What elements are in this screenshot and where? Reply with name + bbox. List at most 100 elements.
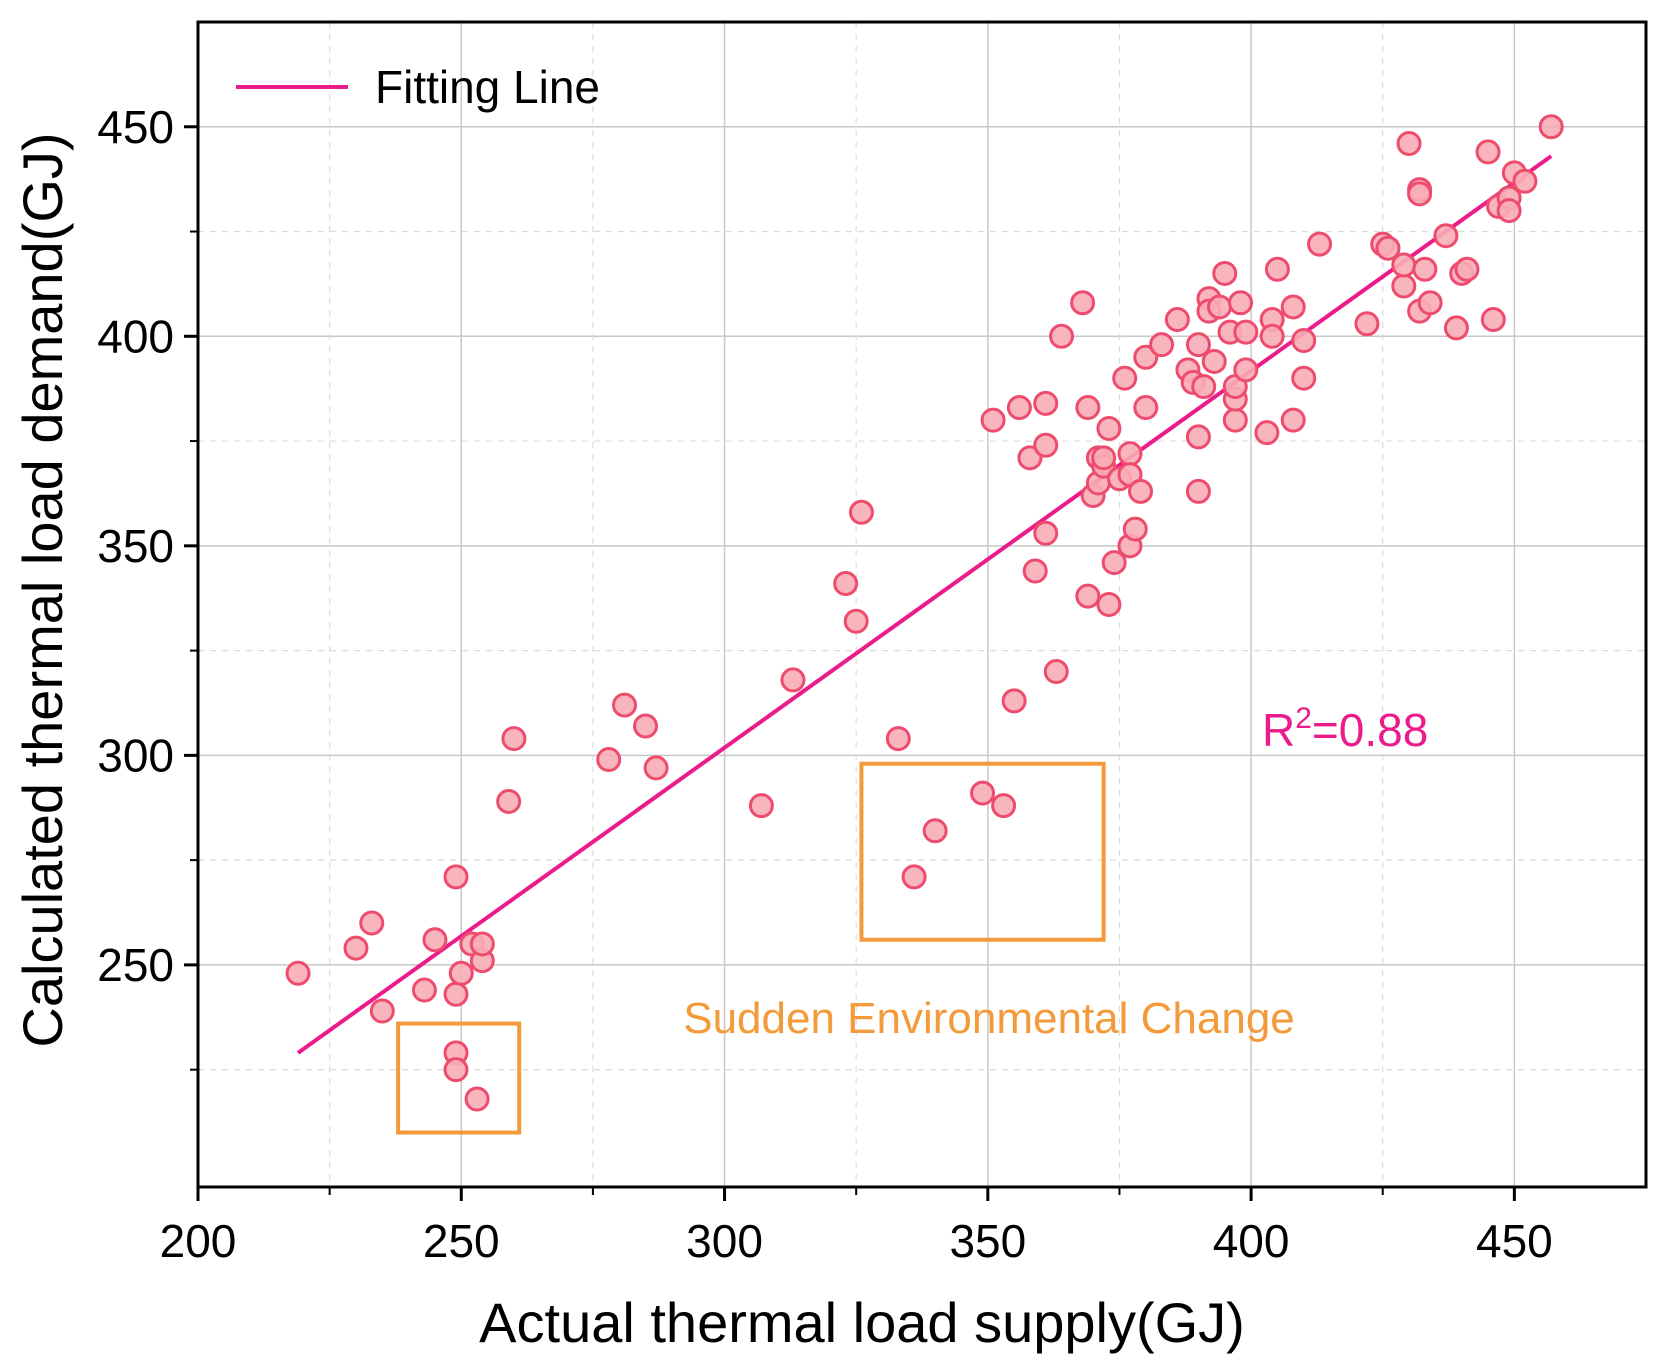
data-point — [885, 726, 911, 752]
data-points — [285, 114, 1564, 1112]
x-axis-label: Actual thermal load supply(GJ) — [479, 1291, 1245, 1354]
data-point — [1070, 290, 1096, 316]
y-tick-label: 250 — [97, 939, 174, 991]
data-point — [496, 788, 522, 814]
data-point — [1480, 307, 1506, 333]
data-point — [1001, 688, 1027, 714]
data-point — [901, 864, 927, 890]
data-point — [1096, 592, 1122, 617]
data-point — [359, 910, 385, 936]
data-point — [1133, 395, 1159, 421]
data-point — [1006, 395, 1032, 421]
x-tick-label: 200 — [160, 1215, 237, 1267]
data-point — [780, 667, 806, 693]
data-point — [633, 713, 659, 739]
data-point — [922, 818, 948, 844]
data-point — [285, 960, 311, 986]
r-squared-value: =0.88 — [1312, 704, 1428, 756]
data-point — [1538, 114, 1564, 140]
data-point — [748, 793, 774, 819]
data-point — [1259, 323, 1285, 349]
data-point — [1396, 131, 1422, 157]
data-point — [1128, 478, 1154, 504]
data-point — [1280, 294, 1306, 320]
data-point — [833, 571, 859, 597]
x-tick-label: 250 — [423, 1215, 500, 1267]
data-point — [1164, 307, 1190, 333]
data-point — [343, 935, 369, 961]
data-point — [1254, 420, 1280, 446]
data-point — [448, 960, 474, 986]
data-point — [980, 407, 1006, 433]
data-point — [1417, 290, 1443, 316]
data-point — [970, 780, 996, 806]
data-point — [1407, 181, 1433, 207]
y-tick-label: 400 — [97, 310, 174, 362]
data-point — [1512, 168, 1538, 194]
x-tick-label: 300 — [686, 1215, 763, 1267]
data-point — [848, 499, 874, 525]
data-point — [1412, 256, 1438, 282]
highlight-box — [859, 761, 1106, 942]
highlight-boxes — [396, 761, 1106, 1135]
data-point — [1075, 395, 1101, 421]
data-point — [843, 608, 869, 634]
data-point — [1475, 139, 1501, 165]
labels: Actual thermal load supply(GJ) Calculate… — [11, 61, 1428, 1354]
data-point — [1185, 478, 1211, 504]
y-axis-label: Calculated thermal load demand(GJ) — [11, 132, 74, 1047]
data-point — [1191, 374, 1217, 400]
data-point — [1033, 390, 1059, 416]
annotation-label: Sudden Environmental Change — [683, 994, 1295, 1043]
legend-label: Fitting Line — [375, 61, 600, 113]
data-point — [1454, 256, 1480, 282]
y-tick-label: 350 — [97, 520, 174, 572]
x-tick-label: 400 — [1213, 1215, 1290, 1267]
data-point — [1206, 294, 1232, 320]
r-squared-base: R — [1262, 704, 1295, 756]
data-point — [1149, 332, 1175, 358]
data-point — [1212, 260, 1238, 286]
data-point — [443, 864, 469, 890]
data-point — [1112, 365, 1138, 391]
data-point — [1307, 231, 1333, 257]
data-point — [469, 931, 495, 957]
data-point — [1391, 252, 1417, 278]
data-point — [1228, 290, 1254, 316]
data-point — [1043, 659, 1069, 685]
data-point — [1443, 315, 1469, 341]
data-point — [1033, 520, 1059, 546]
data-point — [1122, 516, 1148, 542]
data-point — [1354, 311, 1380, 337]
highlight-box — [396, 1021, 522, 1135]
data-point — [1291, 365, 1317, 391]
data-point — [1264, 256, 1290, 282]
data-point — [443, 981, 469, 1007]
data-point — [1033, 432, 1059, 458]
data-point — [1022, 558, 1048, 584]
data-point — [1117, 441, 1143, 467]
data-point — [501, 726, 527, 752]
plot-frame — [196, 20, 1648, 1189]
data-point — [1496, 198, 1522, 224]
data-point — [1233, 357, 1259, 383]
data-point — [1375, 235, 1401, 261]
data-point — [1091, 445, 1117, 471]
data-point — [1101, 550, 1127, 576]
data-point — [1291, 327, 1317, 353]
fit-line-layer — [296, 154, 1553, 1055]
data-point — [991, 793, 1017, 819]
data-point — [1075, 583, 1101, 609]
r-squared-label: R2=0.88 — [1262, 702, 1428, 756]
data-point — [1233, 319, 1259, 345]
data-point — [369, 998, 395, 1024]
fit-line — [296, 154, 1553, 1055]
data-point — [1201, 348, 1227, 374]
data-point — [612, 692, 638, 718]
data-point — [643, 755, 669, 781]
data-point — [1280, 407, 1306, 433]
data-point — [596, 747, 622, 773]
data-point — [1096, 415, 1122, 441]
axes: 200 250 300 350 400 450 250 300 350 400 450 — [97, 20, 1648, 1267]
